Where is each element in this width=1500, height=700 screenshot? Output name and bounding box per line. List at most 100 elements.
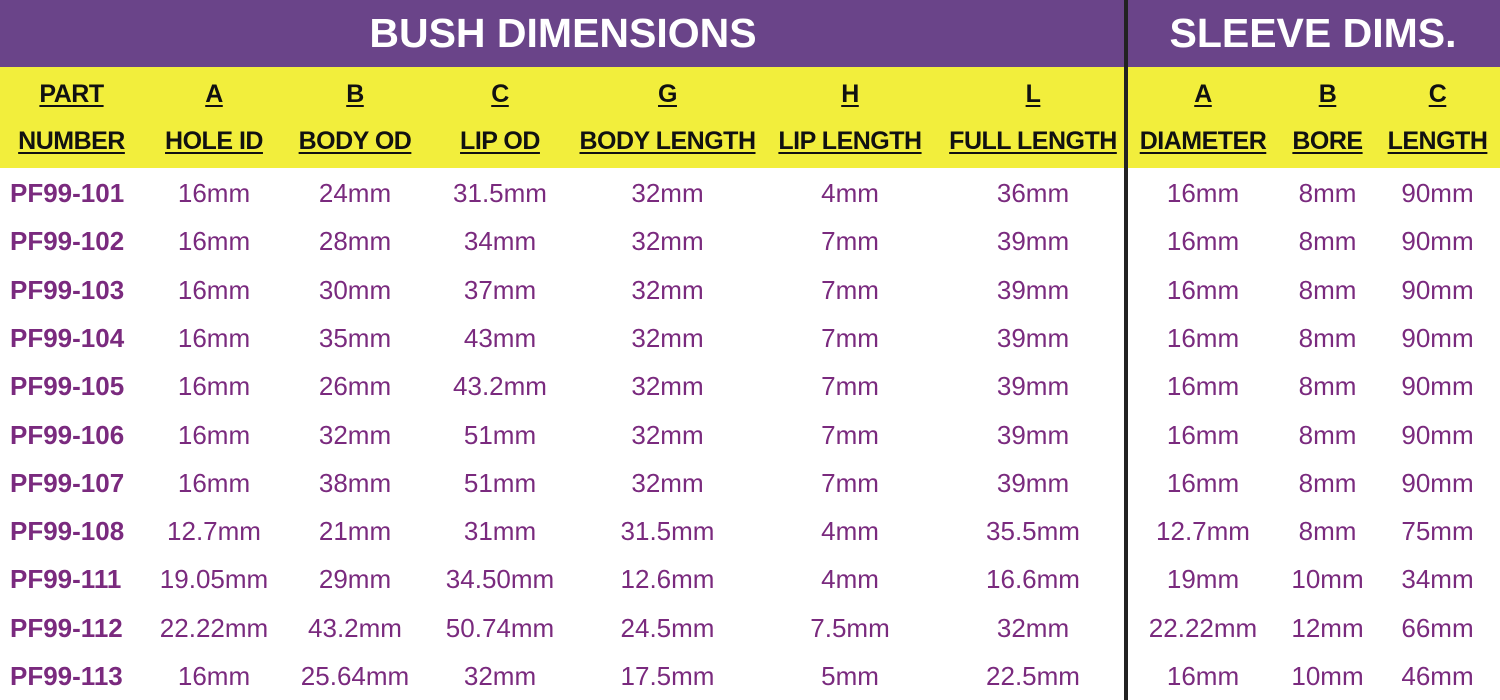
cell-hole-id: 16mm <box>177 274 251 305</box>
cell-sleeve-bore: 8mm <box>1298 274 1357 305</box>
table-row: PF99-113 16mm 25.64mm 32mm 17.5mm 5mm 22.5mm 16… <box>0 652 1500 700</box>
cell-sleeve-diameter: 22.22mm <box>1148 612 1258 643</box>
cell-sleeve-diameter: 16mm <box>1166 419 1240 450</box>
header-label-lip-od: LIP OD <box>460 127 540 155</box>
cell-sleeve-length: 90mm <box>1401 371 1474 402</box>
table-row: PF99-112 22.22mm 43.2mm 50.74mm 24.5mm 7.5mm 3… <box>0 604 1500 652</box>
cell-sleeve-diameter: 16mm <box>1166 322 1240 353</box>
cell-part-number: PF99-103 <box>10 274 125 305</box>
title-band <box>0 0 1500 67</box>
cell-body-length: 32mm <box>631 419 704 450</box>
sleeve-dims-title: SLEEVE DIMS. <box>1169 10 1457 56</box>
cell-lip-length: 5mm <box>821 661 879 691</box>
cell-sleeve-bore: 8mm <box>1298 226 1357 257</box>
header-label-part-number: NUMBER <box>18 127 125 155</box>
cell-lip-od: 32mm <box>463 661 537 691</box>
cell-sleeve-length: 90mm <box>1401 467 1474 498</box>
cell-lip-length: 7mm <box>821 419 879 450</box>
cell-lip-length: 7mm <box>821 467 879 498</box>
cell-sleeve-bore: 10mm <box>1291 661 1364 691</box>
cell-hole-id: 22.22mm <box>159 612 269 643</box>
cell-hole-id: 19.05mm <box>159 564 269 595</box>
cell-body-od: 28mm <box>318 226 392 257</box>
cell-lip-od: 43.2mm <box>453 371 547 402</box>
cell-lip-od: 31mm <box>463 516 537 547</box>
cell-full-length: 16.6mm <box>986 564 1080 595</box>
cell-sleeve-length: 90mm <box>1401 322 1474 353</box>
cell-sleeve-bore: 8mm <box>1298 371 1357 402</box>
cell-body-length: 32mm <box>631 467 704 498</box>
cell-lip-length: 7mm <box>821 322 879 353</box>
cell-body-od: 24mm <box>318 178 392 208</box>
cell-body-od: 38mm <box>318 467 392 498</box>
cell-sleeve-length: 90mm <box>1401 274 1474 305</box>
cell-hole-id: 12.7mm <box>167 516 261 547</box>
cell-body-length: 32mm <box>631 371 704 402</box>
cell-part-number: PF99-102 <box>10 226 125 257</box>
cell-part-number: PF99-104 <box>10 322 125 353</box>
column-header-band <box>0 67 1500 168</box>
cell-lip-od: 43mm <box>463 322 537 353</box>
cell-lip-od: 34.50mm <box>445 564 555 595</box>
cell-hole-id: 16mm <box>177 419 251 450</box>
header-letter-full-length: L <box>1025 80 1041 108</box>
cell-body-od: 43.2mm <box>308 612 402 643</box>
cell-body-od: 30mm <box>318 274 392 305</box>
header-letter-sleeve-bore: B <box>1318 80 1337 108</box>
cell-part-number: PF99-111 <box>10 564 122 595</box>
cell-body-length: 32mm <box>631 178 704 208</box>
cell-sleeve-length: 46mm <box>1401 661 1474 691</box>
cell-hole-id: 16mm <box>177 661 251 691</box>
cell-hole-id: 16mm <box>177 371 251 402</box>
cell-body-length: 32mm <box>631 322 704 353</box>
table-row: PF99-107 16mm 38mm 51mm 32mm 7mm 39mm 16mm 8mm 90… <box>0 459 1500 507</box>
cell-sleeve-diameter: 16mm <box>1166 226 1240 257</box>
cell-full-length: 35.5mm <box>986 516 1080 547</box>
cell-body-length: 32mm <box>631 226 704 257</box>
table-row: PF99-108 12.7mm 21mm 31mm 31.5mm 4mm 35.5mm 12.… <box>0 507 1500 555</box>
table-row: PF99-105 16mm 26mm 43.2mm 32mm 7mm 39mm 16mm 8mm… <box>0 362 1500 410</box>
cell-part-number: PF99-108 <box>10 516 125 547</box>
cell-lip-od: 34mm <box>463 226 537 257</box>
header-label-lip-length: LIP LENGTH <box>778 127 922 155</box>
cell-part-number: PF99-113 <box>10 661 123 691</box>
table-row: PF99-106 16mm 32mm 51mm 32mm 7mm 39mm 16mm 8mm 90… <box>0 411 1500 459</box>
header-label-sleeve-diameter: DIAMETER <box>1139 127 1267 155</box>
header-label-body-length: BODY LENGTH <box>579 127 757 155</box>
header-label-sleeve-length: LENGTH <box>1387 127 1488 155</box>
cell-body-od: 29mm <box>318 564 392 595</box>
cell-sleeve-diameter: 16mm <box>1166 661 1240 691</box>
cell-body-length: 12.6mm <box>620 564 715 595</box>
table-row: PF99-111 19.05mm 29mm 34.50mm 12.6mm 4mm 16.6m… <box>0 555 1500 603</box>
header-letter-part-number: PART <box>39 80 104 108</box>
cell-full-length: 22.5mm <box>986 661 1080 691</box>
cell-hole-id: 16mm <box>177 226 251 257</box>
cell-sleeve-diameter: 19mm <box>1166 564 1240 595</box>
cell-sleeve-bore: 8mm <box>1298 516 1357 547</box>
cell-lip-od: 51mm <box>463 419 537 450</box>
header-letter-body-length: G <box>658 80 677 108</box>
cell-lip-od: 50.74mm <box>445 612 555 643</box>
cell-sleeve-bore: 8mm <box>1298 419 1357 450</box>
section-divider <box>1124 0 1128 700</box>
header-label-full-length: FULL LENGTH <box>949 127 1117 155</box>
cell-lip-od: 37mm <box>463 274 537 305</box>
cell-body-od: 32mm <box>318 419 392 450</box>
cell-hole-id: 16mm <box>177 178 251 208</box>
cell-full-length: 39mm <box>996 322 1070 353</box>
header-letter-lip-od: C <box>491 80 509 108</box>
cell-full-length: 39mm <box>996 467 1070 498</box>
cell-lip-od: 51mm <box>463 467 537 498</box>
cell-sleeve-diameter: 16mm <box>1166 371 1240 402</box>
cell-full-length: 36mm <box>996 178 1070 208</box>
cell-sleeve-length: 66mm <box>1401 612 1474 643</box>
cell-lip-od: 31.5mm <box>453 178 547 208</box>
cell-lip-length: 7mm <box>821 371 879 402</box>
table-row: PF99-103 16mm 30mm 37mm 32mm 7mm 39mm 16mm 8mm 90… <box>0 266 1500 314</box>
cell-full-length: 39mm <box>996 371 1070 402</box>
bush-dimensions-title: BUSH DIMENSIONS <box>369 10 757 56</box>
cell-body-length: 17.5mm <box>620 661 715 691</box>
cell-part-number: PF99-107 <box>10 467 125 498</box>
cell-sleeve-bore: 10mm <box>1291 564 1364 595</box>
cell-sleeve-length: 90mm <box>1401 226 1474 257</box>
